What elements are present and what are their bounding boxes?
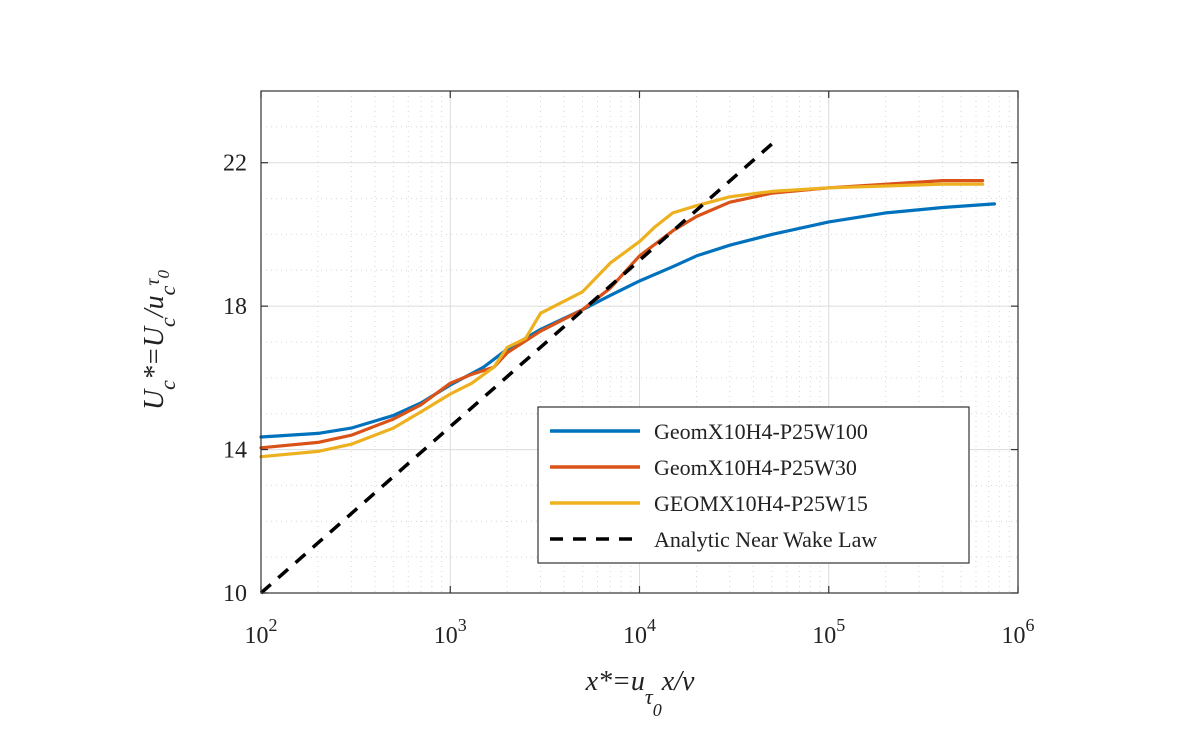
legend-label-1: GeomX10H4-P25W30 (654, 455, 857, 480)
series-line-2 (259, 182, 985, 459)
y-tick-label: 14 (223, 438, 247, 464)
x-tick-label: 104 (623, 615, 656, 649)
x-axis-label: x*=uτ0x/ν (585, 666, 695, 720)
y-axis-label: Uc*=Uc/ucτ0 (139, 269, 180, 410)
plot-lines (259, 139, 997, 595)
legend-box (537, 406, 970, 564)
legend: GeomX10H4-P25W100 GeomX10H4-P25W30 GEOMX10… (537, 406, 970, 564)
x-tick-label: 103 (434, 615, 467, 649)
legend-label-0: GeomX10H4-P25W100 (654, 419, 868, 444)
y-tick-label: 22 (223, 151, 247, 177)
y-tick-label: 10 (223, 581, 247, 607)
legend-label-2: GEOMX10H4-P25W15 (654, 491, 868, 516)
y-tick-label: 18 (223, 294, 247, 320)
series-line-0 (259, 202, 997, 439)
x-tick-label: 105 (812, 615, 845, 649)
x-tick-label: 106 (1002, 615, 1035, 649)
axis-ticks: 102 103 104 105 106 10 14 18 22 (223, 91, 1035, 649)
x-tick-label: 102 (245, 615, 278, 649)
legend-label-3: Analytic Near Wake Law (654, 527, 877, 552)
